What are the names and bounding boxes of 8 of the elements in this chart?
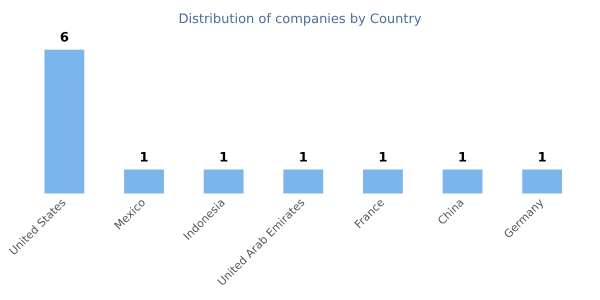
data-label: 1 [298,150,308,166]
data-label: 1 [219,150,228,166]
data-label: 1 [378,150,388,166]
data-label: 1 [458,150,468,166]
data-label: 6 [60,30,69,46]
data-label: 1 [139,150,149,166]
chart-title: Distribution of companies by Country [178,12,422,28]
data-label: 1 [538,150,547,166]
